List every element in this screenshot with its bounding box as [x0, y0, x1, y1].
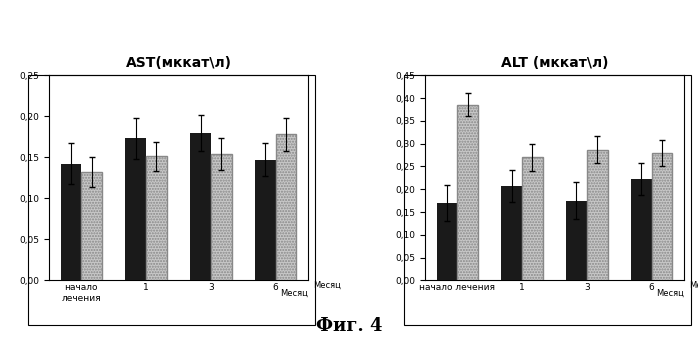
- Bar: [126, 139, 146, 280]
- Bar: [651, 153, 672, 280]
- Title: ALT (мккат\л): ALT (мккат\л): [500, 56, 608, 70]
- Bar: [211, 154, 232, 280]
- Bar: [276, 134, 297, 280]
- Bar: [190, 133, 211, 280]
- Text: Месяц: Месяц: [313, 280, 341, 289]
- Bar: [566, 201, 587, 280]
- Bar: [457, 105, 478, 280]
- Text: Месяц: Месяц: [689, 280, 698, 289]
- Text: Фиг. 4: Фиг. 4: [315, 317, 383, 335]
- Bar: [82, 172, 102, 280]
- Bar: [587, 149, 607, 280]
- Bar: [61, 164, 82, 280]
- Bar: [255, 160, 276, 280]
- Text: Месяц: Месяц: [280, 289, 308, 298]
- Bar: [501, 186, 522, 280]
- Bar: [146, 157, 167, 280]
- Text: Месяц: Месяц: [656, 289, 684, 298]
- Bar: [522, 157, 543, 280]
- Bar: [436, 203, 457, 280]
- Bar: [631, 179, 651, 280]
- Title: AST(мккат\л): AST(мккат\л): [126, 56, 232, 70]
